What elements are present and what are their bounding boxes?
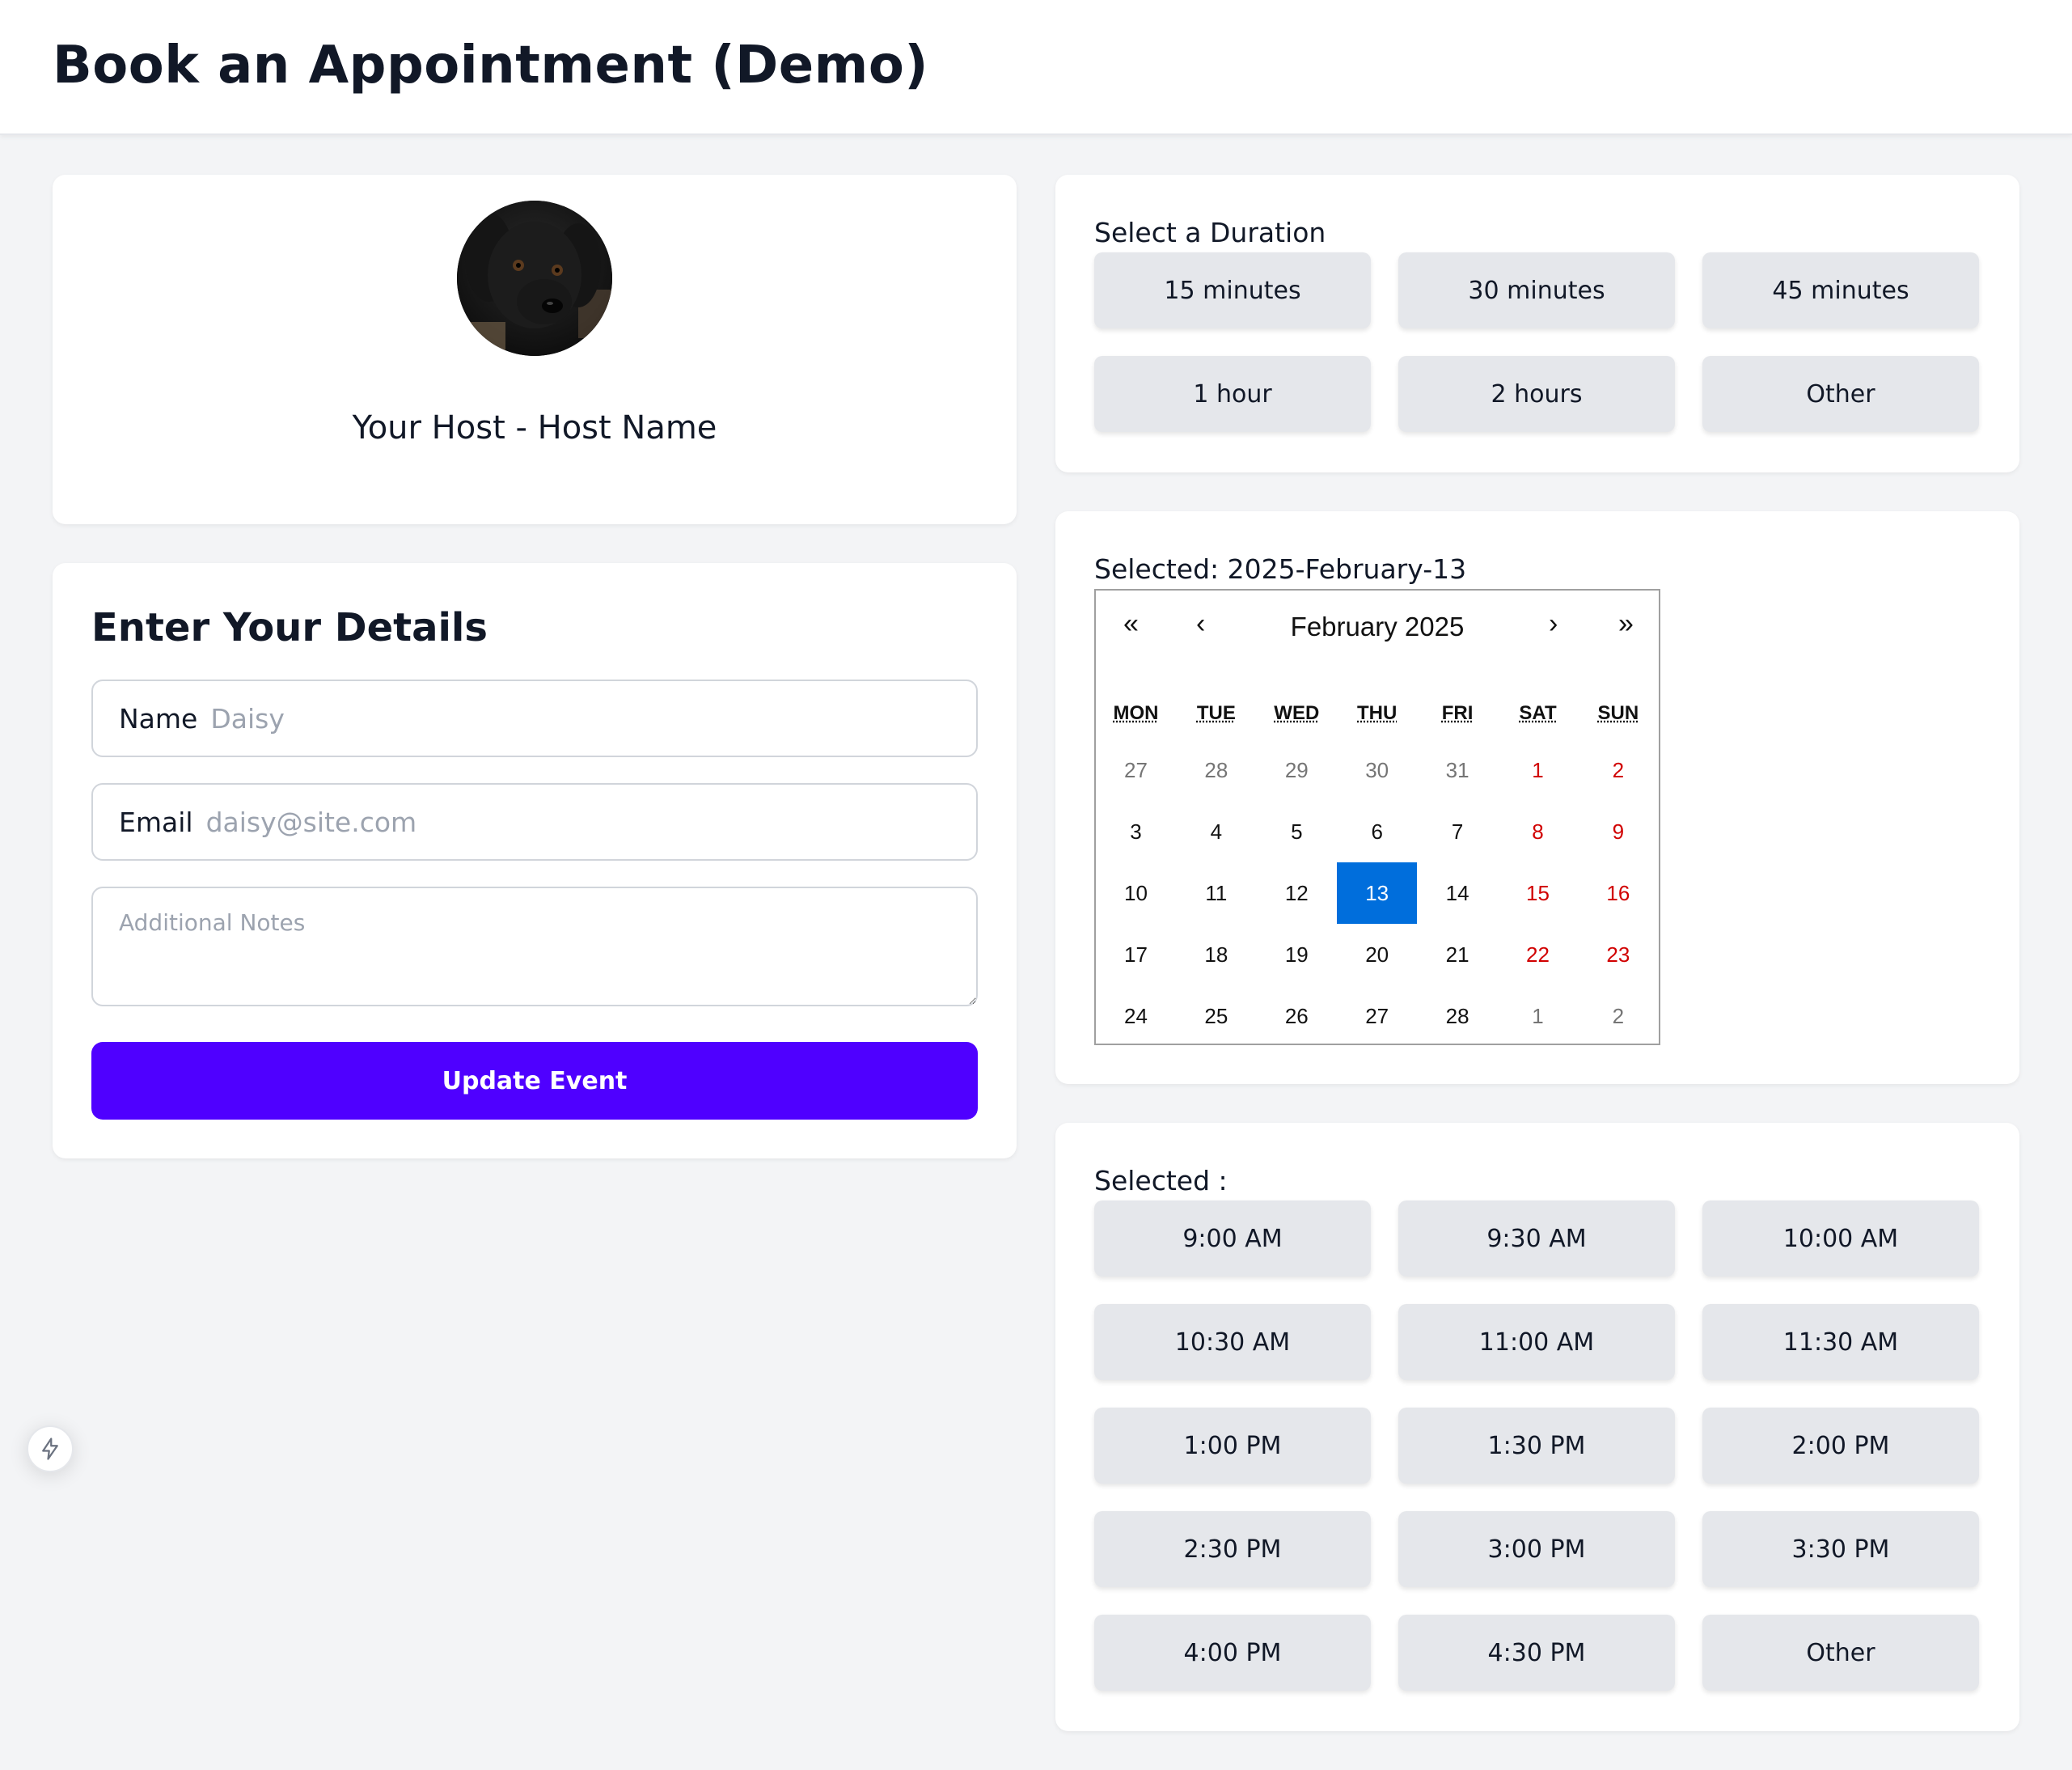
time-option-10-30-am[interactable]: 10:30 AM <box>1094 1304 1371 1380</box>
time-option-4-00-pm[interactable]: 4:00 PM <box>1094 1615 1371 1691</box>
calendar-day-15[interactable]: 15 <box>1498 862 1578 924</box>
prev-year-button[interactable]: « <box>1123 608 1139 639</box>
weekday-thu: THU <box>1357 702 1398 724</box>
calendar-day-5[interactable]: 5 <box>1257 801 1337 862</box>
time-option-11-00-am[interactable]: 11:00 AM <box>1398 1304 1675 1380</box>
calendar-day-9[interactable]: 9 <box>1578 801 1658 862</box>
duration-card: Select a Duration 15 minutes 30 minutes 45… <box>1055 175 2019 472</box>
calendar-day-outside-month[interactable]: 2 <box>1578 985 1658 1047</box>
calendar-day-outside-month[interactable]: 31 <box>1418 739 1498 801</box>
time-option-2-00-pm[interactable]: 2:00 PM <box>1702 1408 1979 1484</box>
dog-avatar-image <box>457 201 612 356</box>
time-option-10-00-am[interactable]: 10:00 AM <box>1702 1200 1979 1277</box>
calendar-day-outside-month[interactable]: 30 <box>1337 739 1417 801</box>
duration-option-15-minutes[interactable]: 15 minutes <box>1094 252 1371 328</box>
host-name: Your Host - Host Name <box>352 409 717 447</box>
selected-date-label: Selected: 2025-February-13 <box>1094 553 1467 585</box>
weekday-fri: FRI <box>1441 702 1474 724</box>
calendar-day-23[interactable]: 23 <box>1578 924 1658 985</box>
calendar: « ‹ February 2025 › » MON TUE WED THU FRI SAT… <box>1094 589 1660 1045</box>
email-input[interactable] <box>205 806 976 838</box>
calendar-day-outside-month[interactable]: 28 <box>1176 739 1256 801</box>
calendar-day-24[interactable]: 24 <box>1096 985 1176 1047</box>
time-option-other[interactable]: Other <box>1702 1615 1979 1691</box>
time-option-11-30-am[interactable]: 11:30 AM <box>1702 1304 1979 1380</box>
time-option-1-00-pm[interactable]: 1:00 PM <box>1094 1408 1371 1484</box>
calendar-day-11[interactable]: 11 <box>1176 862 1256 924</box>
email-field[interactable]: Email <box>91 783 978 861</box>
bolt-icon[interactable] <box>27 1425 74 1472</box>
calendar-day-outside-month[interactable]: 27 <box>1096 739 1176 801</box>
duration-option-other[interactable]: Other <box>1702 356 1979 432</box>
page-title: Book an Appointment (Demo) <box>53 36 929 95</box>
calendar-day-4[interactable]: 4 <box>1176 801 1256 862</box>
calendar-month-label[interactable]: February 2025 <box>1290 612 1465 642</box>
weekday-mon: MON <box>1113 702 1159 724</box>
calendar-day-12[interactable]: 12 <box>1257 862 1337 924</box>
prev-month-button[interactable]: ‹ <box>1196 608 1206 639</box>
calendar-day-outside-month[interactable]: 1 <box>1498 985 1578 1047</box>
calendar-day-21[interactable]: 21 <box>1418 924 1498 985</box>
calendar-day-14[interactable]: 14 <box>1418 862 1498 924</box>
calendar-day-6[interactable]: 6 <box>1337 801 1417 862</box>
calendar-day-1[interactable]: 1 <box>1498 739 1578 801</box>
notes-textarea[interactable] <box>91 887 978 1006</box>
weekday-wed: WED <box>1274 702 1320 724</box>
calendar-day-13[interactable]: 13 <box>1337 862 1418 924</box>
calendar-day-18[interactable]: 18 <box>1176 924 1256 985</box>
calendar-day-27[interactable]: 27 <box>1337 985 1417 1047</box>
name-field[interactable]: Name <box>91 680 978 757</box>
calendar-day-17[interactable]: 17 <box>1096 924 1176 985</box>
weekday-sun: SUN <box>1597 702 1639 724</box>
name-input[interactable] <box>210 702 976 735</box>
calendar-day-25[interactable]: 25 <box>1176 985 1256 1047</box>
selected-time-label: Selected : <box>1094 1165 1228 1196</box>
calendar-day-7[interactable]: 7 <box>1418 801 1498 862</box>
duration-option-45-minutes[interactable]: 45 minutes <box>1702 252 1979 328</box>
host-avatar <box>457 201 612 356</box>
time-option-3-30-pm[interactable]: 3:30 PM <box>1702 1511 1979 1587</box>
time-option-3-00-pm[interactable]: 3:00 PM <box>1398 1511 1675 1587</box>
calendar-day-2[interactable]: 2 <box>1578 739 1658 801</box>
calendar-day-16[interactable]: 16 <box>1578 862 1658 924</box>
calendar-day-22[interactable]: 22 <box>1498 924 1578 985</box>
calendar-day-28[interactable]: 28 <box>1418 985 1498 1047</box>
email-label: Email <box>119 806 193 838</box>
duration-option-1-hour[interactable]: 1 hour <box>1094 356 1371 432</box>
host-card: Your Host - Host Name <box>53 175 1017 524</box>
time-option-9-30-am[interactable]: 9:30 AM <box>1398 1200 1675 1277</box>
weekday-sat: SAT <box>1519 702 1557 724</box>
calendar-day-19[interactable]: 19 <box>1257 924 1337 985</box>
details-card: Enter Your Details Name Email Update Eve… <box>53 563 1017 1158</box>
top-bar: Book an Appointment (Demo) <box>0 0 2072 135</box>
duration-label: Select a Duration <box>1094 217 1326 248</box>
calendar-card: Selected: 2025-February-13 « ‹ February … <box>1055 511 2019 1084</box>
calendar-day-10[interactable]: 10 <box>1096 862 1176 924</box>
time-option-1-30-pm[interactable]: 1:30 PM <box>1398 1408 1675 1484</box>
weekday-tue: TUE <box>1196 702 1236 724</box>
time-option-4-30-pm[interactable]: 4:30 PM <box>1398 1615 1675 1691</box>
next-year-button[interactable]: » <box>1618 608 1634 639</box>
calendar-day-8[interactable]: 8 <box>1498 801 1578 862</box>
calendar-day-3[interactable]: 3 <box>1096 801 1176 862</box>
duration-option-30-minutes[interactable]: 30 minutes <box>1398 252 1675 328</box>
calendar-day-26[interactable]: 26 <box>1257 985 1337 1047</box>
calendar-day-20[interactable]: 20 <box>1337 924 1417 985</box>
name-label: Name <box>119 702 198 735</box>
time-option-2-30-pm[interactable]: 2:30 PM <box>1094 1511 1371 1587</box>
time-card: Selected : 9:00 AM 9:30 AM 10:00 AM 10:30 A… <box>1055 1123 2019 1731</box>
update-event-button[interactable]: Update Event <box>91 1042 978 1120</box>
next-month-button[interactable]: › <box>1549 608 1558 639</box>
calendar-day-outside-month[interactable]: 29 <box>1257 739 1337 801</box>
details-title: Enter Your Details <box>91 605 488 650</box>
duration-option-2-hours[interactable]: 2 hours <box>1398 356 1675 432</box>
time-option-9-00-am[interactable]: 9:00 AM <box>1094 1200 1371 1277</box>
